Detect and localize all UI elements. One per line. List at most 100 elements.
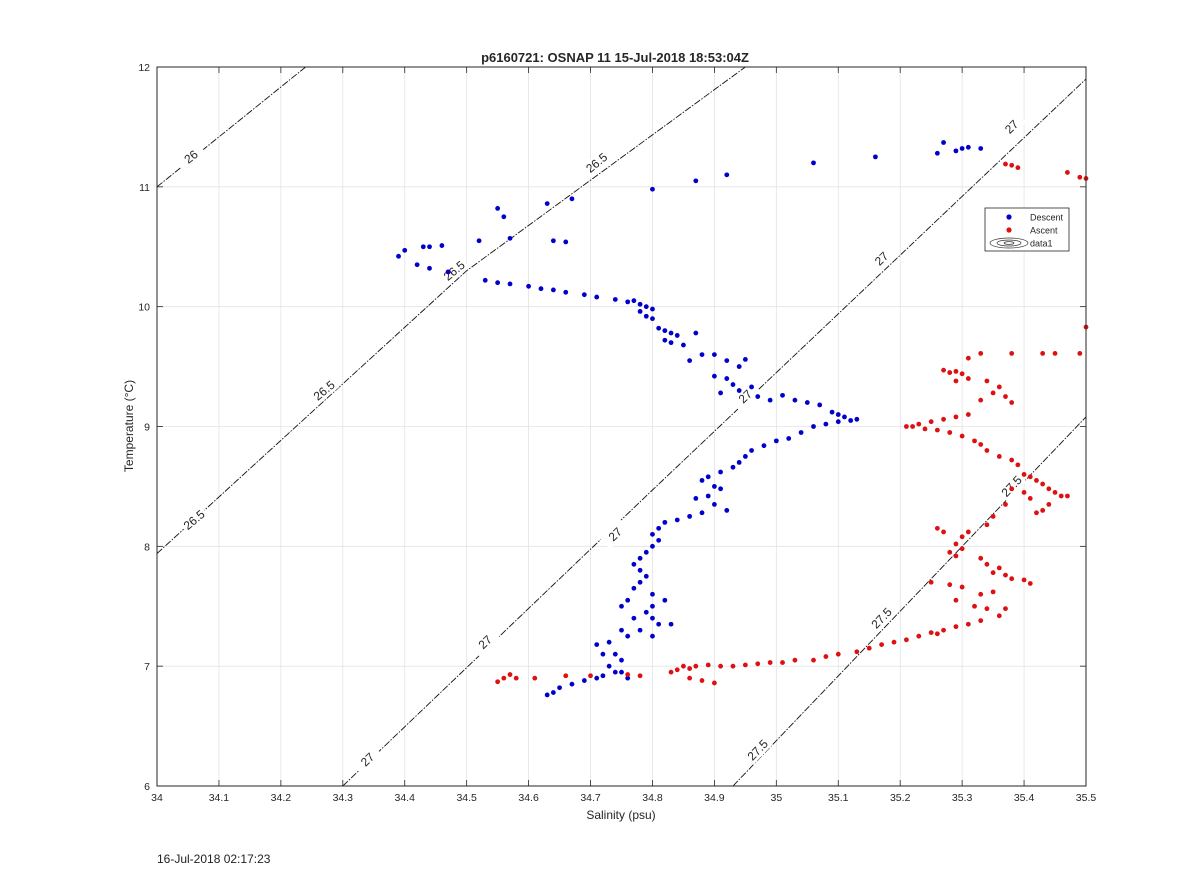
ascent-point: [1009, 351, 1015, 356]
ascent-point: [978, 442, 984, 447]
ascent-point: [984, 606, 990, 612]
descent-point: [612, 669, 618, 675]
descent-point: [637, 567, 643, 573]
ascent-point: [922, 426, 928, 432]
descent-point: [625, 675, 631, 681]
descent-point: [749, 448, 754, 453]
contour-label-bg: [178, 505, 210, 535]
ascent-point: [879, 642, 885, 647]
y-tick-label: 7: [144, 661, 150, 673]
ascent-point: [1027, 496, 1033, 501]
ascent-point: [1009, 486, 1015, 492]
descent-point: [656, 621, 662, 627]
ascent-point: [959, 534, 965, 540]
descent-point: [780, 392, 785, 398]
ascent-point: [811, 657, 816, 663]
ascent-point: [941, 367, 946, 373]
ascent-point: [780, 660, 785, 665]
descent-point: [662, 597, 668, 603]
ascent-point: [507, 672, 513, 677]
descent-point: [612, 297, 618, 302]
plot-area: 2626.526.526.526.527272727272727.527.527…: [138, 62, 1096, 804]
ascent-point: [501, 675, 507, 681]
descent-point: [656, 325, 662, 331]
descent-point: [767, 397, 773, 403]
descent-point: [526, 283, 531, 289]
ascent-point: [513, 675, 519, 681]
ascent-point: [687, 675, 693, 681]
descent-point: [612, 651, 618, 657]
y-tick-label: 11: [139, 182, 150, 194]
ascent-point: [978, 555, 984, 561]
ascent-point: [1015, 165, 1021, 171]
y-tick-label: 6: [144, 781, 150, 793]
descent-point: [619, 657, 624, 663]
ascent-point: [972, 603, 977, 609]
descent-point: [823, 421, 829, 427]
ascent-point: [1009, 162, 1015, 168]
descent-point: [650, 633, 655, 639]
contour-label-bg: [308, 376, 340, 405]
legend-marker-ascent: [1006, 227, 1012, 233]
descent-point: [681, 342, 686, 348]
descent-point: [662, 519, 668, 525]
ascent-point: [990, 513, 996, 519]
descent-point: [557, 685, 562, 691]
ascent-point: [928, 419, 934, 425]
descent-point: [730, 382, 736, 387]
descent-point: [569, 681, 575, 687]
ascent-point: [891, 639, 897, 645]
ascent-point: [990, 570, 996, 576]
ascent-point: [730, 663, 736, 669]
ascent-point: [965, 355, 971, 361]
x-tick-label: 35.1: [828, 792, 849, 804]
descent-point: [427, 265, 432, 271]
ascent-point: [854, 649, 860, 655]
legend-box: [984, 207, 1070, 252]
descent-point: [476, 238, 482, 244]
descent-point: [619, 669, 624, 675]
descent-point: [668, 330, 674, 336]
descent-point: [749, 384, 754, 390]
descent-point: [668, 340, 674, 346]
ascent-point: [1021, 472, 1027, 477]
descent-point: [736, 364, 742, 369]
ascent-point: [910, 424, 915, 429]
ascent-point: [903, 637, 909, 643]
ascent-point: [953, 414, 959, 420]
x-tick-label: 35.5: [1076, 792, 1097, 804]
ascent-point: [1040, 507, 1046, 513]
descent-point: [842, 414, 847, 420]
ascent-point: [792, 657, 798, 663]
contour-label-bg: [439, 256, 470, 286]
ascent-point: [953, 624, 959, 630]
ascent-point: [928, 630, 934, 636]
descent-point: [742, 356, 748, 362]
descent-point: [934, 150, 940, 156]
axis-ticks: 34 34.1 34.2 34.3 34.4 34.5 34.6 34.7 34.8 34.9 35…: [138, 62, 1096, 804]
ascent-point: [916, 421, 922, 427]
ascent-point: [823, 654, 829, 659]
ascent-point: [959, 584, 965, 590]
ascent-point: [947, 549, 953, 555]
descent-point: [643, 313, 649, 319]
descent-point: [687, 513, 693, 519]
contour-label-bg: [175, 142, 207, 172]
ascent-point: [681, 663, 686, 669]
descent-point: [965, 144, 971, 150]
legend-contour-icon: [989, 237, 1029, 249]
descent-point: [650, 316, 655, 322]
y-tick-label: 12: [138, 62, 150, 74]
descent-point: [439, 243, 445, 248]
descent-point: [643, 609, 649, 615]
descent-point: [581, 292, 587, 298]
ascent-point: [996, 613, 1002, 619]
ascent-point: [978, 397, 984, 403]
descent-point: [569, 196, 575, 202]
ascent-point: [965, 621, 971, 627]
legend-label-data1: data1: [1030, 239, 1053, 249]
descent-point: [606, 663, 612, 669]
ascent-point: [928, 579, 934, 585]
descent-point: [736, 388, 742, 393]
ascent-point: [947, 370, 953, 375]
